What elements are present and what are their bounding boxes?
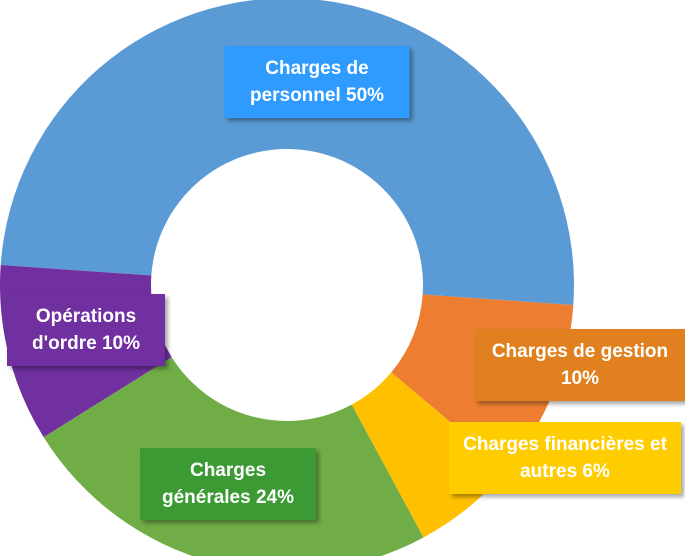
value-label: 10% [560, 368, 600, 389]
slice-label: Charges générales 24% [140, 448, 316, 520]
slice-label: Charges financières et autres 6% [449, 422, 681, 494]
slice-label: Opérations d'ordre 10% [7, 294, 165, 366]
category: Charges générales [161, 460, 267, 508]
value-label: 6% [582, 461, 610, 482]
value-label: 50% [346, 85, 385, 106]
slice-label: Charges de gestion 10% [475, 329, 685, 401]
value-label: 10% [101, 333, 140, 354]
category: Charges de gestion [491, 341, 669, 362]
category: Charges financières et autres [463, 434, 667, 482]
category: Opérations d'ordre [31, 306, 137, 354]
slice [351, 372, 507, 538]
slice [0, 0, 574, 306]
category: Charges de personnel [249, 58, 369, 106]
slice-label: Charges de personnel 50% [224, 46, 410, 118]
value-label: 24% [255, 487, 295, 508]
